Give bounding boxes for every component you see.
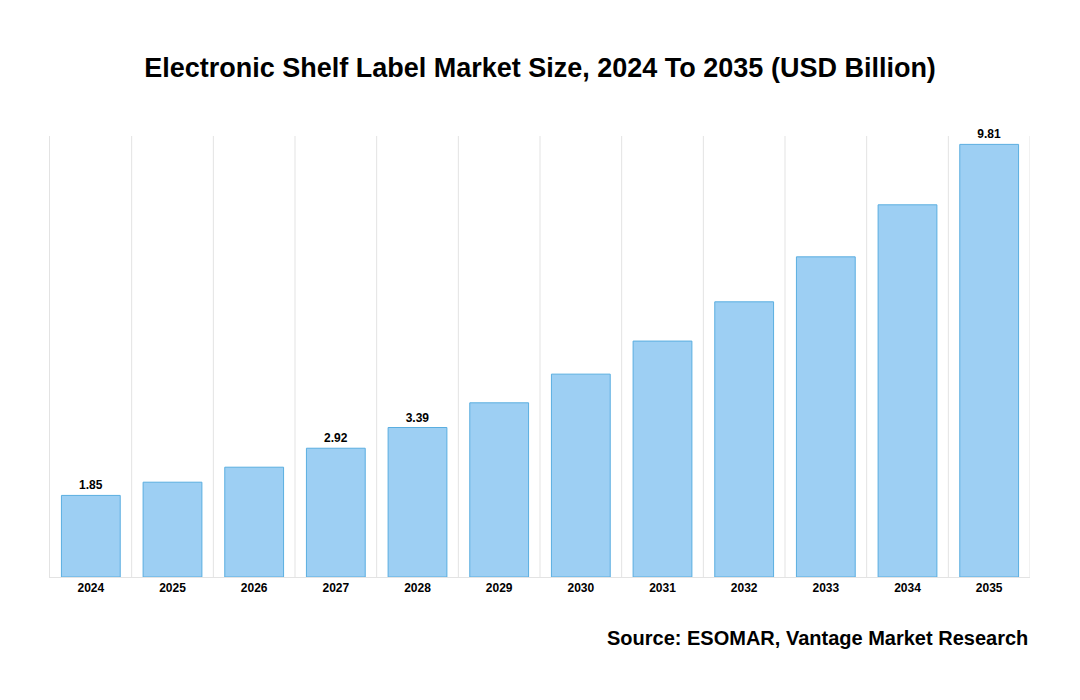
svg-text:2026: 2026	[241, 581, 268, 595]
svg-text:2025: 2025	[159, 581, 186, 595]
svg-text:2030: 2030	[567, 581, 594, 595]
svg-text:Electronic Shelf Label Market: Electronic Shelf Label Market Size, 2024…	[144, 53, 936, 83]
svg-text:1.85: 1.85	[79, 478, 103, 492]
svg-text:2029: 2029	[486, 581, 513, 595]
svg-text:2031: 2031	[649, 581, 676, 595]
svg-text:Source: ESOMAR, Vantage Market: Source: ESOMAR, Vantage Market Research	[607, 627, 1028, 649]
svg-text:2032: 2032	[731, 581, 758, 595]
svg-text:2028: 2028	[404, 581, 431, 595]
svg-text:2033: 2033	[812, 581, 839, 595]
svg-text:3.39: 3.39	[406, 411, 430, 425]
svg-text:9.81: 9.81	[977, 127, 1001, 141]
svg-text:2027: 2027	[322, 581, 349, 595]
svg-text:2.92: 2.92	[324, 431, 348, 445]
svg-text:2035: 2035	[976, 581, 1003, 595]
svg-text:2024: 2024	[77, 581, 104, 595]
svg-text:2034: 2034	[894, 581, 921, 595]
